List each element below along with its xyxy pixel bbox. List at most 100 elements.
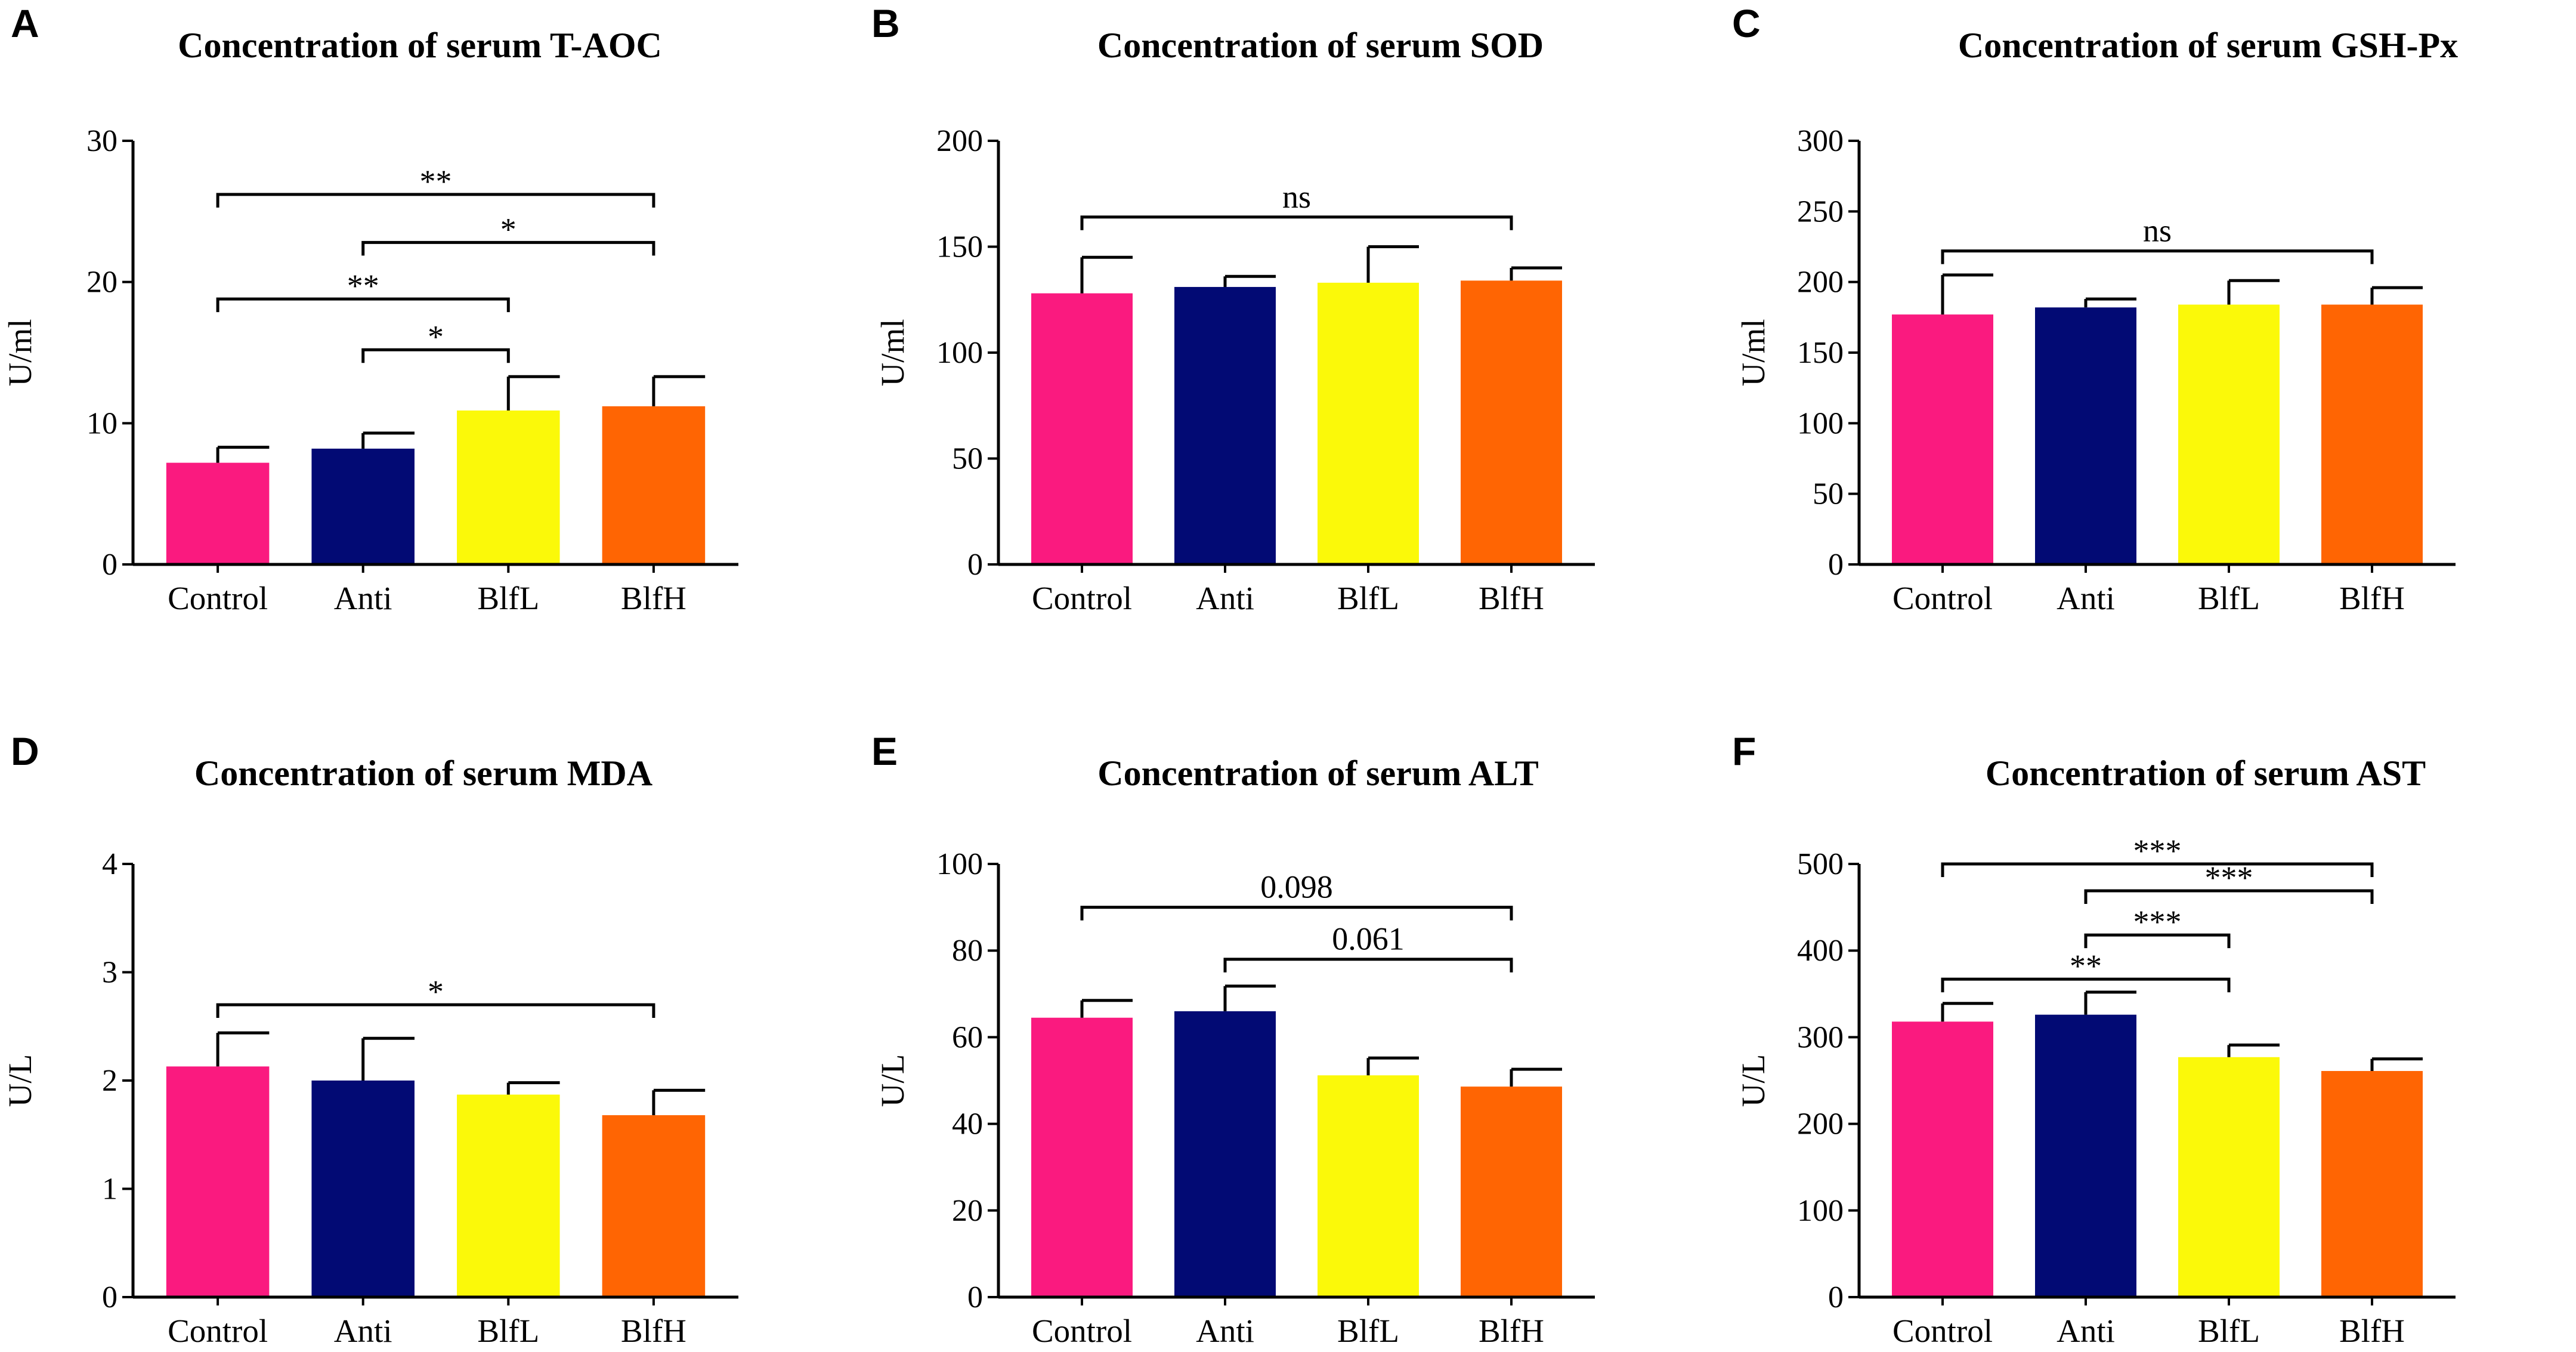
- y-tick-label: 80: [952, 934, 983, 968]
- chart-title: Concentration of serum ALT: [1097, 754, 1538, 793]
- y-tick-label: 150: [936, 230, 983, 264]
- x-tick-label: BlfL: [2198, 1313, 2260, 1349]
- x-tick-label: Control: [168, 1313, 268, 1349]
- bar-control: [1031, 1017, 1133, 1297]
- chart-title: Concentration of serum AST: [1986, 754, 2426, 793]
- x-tick-label: BlfH: [1479, 1313, 1544, 1349]
- significance-label: ns: [1282, 179, 1311, 215]
- panel-letter: D: [11, 729, 39, 773]
- bar-blfl: [1318, 282, 1419, 564]
- x-tick-label: Control: [168, 580, 268, 616]
- chart-title: Concentration of serum GSH-Px: [1958, 26, 2458, 65]
- bar-anti: [2035, 1014, 2136, 1297]
- significance-label: **: [347, 268, 379, 304]
- significance-bracket: [2084, 889, 2374, 905]
- bar-blfh: [602, 406, 706, 564]
- panel-f: F Concentration of serum AST U/L Control Ant…: [1732, 729, 2456, 1349]
- x-tick-label: Control: [1892, 1313, 1993, 1349]
- bar-control: [166, 1066, 270, 1297]
- x-tick-label: BlfL: [477, 580, 539, 616]
- y-tick-label: 4: [102, 847, 117, 881]
- bar-anti: [311, 448, 415, 564]
- significance-label: *: [428, 319, 444, 354]
- y-tick-label: 60: [952, 1020, 983, 1054]
- bar-control: [1031, 293, 1133, 564]
- panel-letter: A: [11, 1, 39, 45]
- panel-letter: E: [871, 729, 898, 773]
- significance-label: 0.061: [1332, 921, 1405, 957]
- y-tick-label: 10: [86, 406, 117, 440]
- x-tick-label: BlfL: [2198, 580, 2260, 616]
- significance-bracket: [361, 240, 655, 256]
- x-tick-label: BlfL: [1337, 580, 1399, 616]
- bar-anti: [1174, 286, 1276, 564]
- y-tick-label: 0: [102, 1280, 117, 1314]
- x-tick-label: BlfL: [1337, 1313, 1399, 1349]
- significance-bracket: [2084, 933, 2231, 949]
- y-tick-label: 250: [1797, 195, 1844, 229]
- x-tick-label: BlfH: [1479, 580, 1544, 616]
- significance-bracket: [216, 1003, 655, 1018]
- significance-label: ***: [2133, 833, 2182, 869]
- panel-letter: B: [871, 1, 900, 45]
- chart-title: Concentration of serum SOD: [1097, 26, 1544, 65]
- y-tick-label: 300: [1797, 124, 1844, 158]
- x-tick-label: Anti: [2057, 1313, 2115, 1349]
- x-tick-label: BlfH: [2339, 1313, 2405, 1349]
- significance-bracket: [216, 297, 510, 313]
- y-tick-label: 300: [1797, 1020, 1844, 1054]
- x-tick-label: Anti: [1196, 1313, 1254, 1349]
- bar-control: [1892, 1021, 1993, 1297]
- panel-letter: C: [1732, 1, 1761, 45]
- bar-blfl: [2178, 1057, 2280, 1297]
- y-axis-label: U/L: [874, 1054, 911, 1107]
- y-tick-label: 40: [952, 1107, 983, 1141]
- y-tick-label: 20: [952, 1194, 983, 1228]
- y-tick-label: 400: [1797, 934, 1844, 968]
- significance-bracket: [216, 193, 655, 208]
- y-tick-label: 3: [102, 956, 117, 990]
- panel-b: B Concentration of serum SOD U/ml Control An…: [871, 1, 1595, 616]
- bar-blfh: [602, 1115, 706, 1297]
- y-axis-label: U/ml: [2, 319, 38, 386]
- y-tick-label: 200: [1797, 266, 1844, 300]
- y-tick-label: 50: [1813, 477, 1844, 511]
- y-tick-label: 0: [1828, 1280, 1844, 1314]
- bar-control: [1892, 314, 1993, 564]
- significance-label: 0.098: [1260, 869, 1333, 905]
- panel-e: E Concentration of serum ALT U/L Control Ant…: [871, 729, 1595, 1349]
- y-axis-label: U/L: [2, 1054, 38, 1107]
- y-tick-label: 100: [936, 847, 983, 881]
- x-tick-label: Anti: [334, 580, 392, 616]
- y-tick-label: 150: [1797, 336, 1844, 370]
- bar-blfh: [2321, 1071, 2423, 1297]
- chart-title: Concentration of serum MDA: [194, 754, 652, 793]
- significance-label: **: [2070, 948, 2102, 984]
- bar-anti: [1174, 1011, 1276, 1297]
- y-axis-label: U/L: [1735, 1054, 1771, 1107]
- panel-d: D Concentration of serum MDA U/L Control Ant…: [2, 729, 738, 1349]
- bar-blfh: [2321, 304, 2423, 564]
- x-tick-label: BlfH: [621, 1313, 686, 1349]
- significance-bracket: [1223, 958, 1513, 973]
- bar-anti: [311, 1081, 415, 1297]
- x-tick-label: BlfL: [477, 1313, 539, 1349]
- significance-bracket: [1080, 215, 1513, 230]
- significance-bracket: [1941, 249, 2374, 264]
- bar-blfh: [1461, 280, 1562, 564]
- bar-control: [166, 462, 270, 564]
- panel-letter: F: [1732, 729, 1756, 773]
- significance-label: *: [500, 211, 517, 247]
- y-tick-label: 100: [1797, 1194, 1844, 1228]
- x-tick-label: BlfH: [2339, 580, 2405, 616]
- significance-bracket: [361, 348, 510, 363]
- chart-title: Concentration of serum T-AOC: [178, 26, 662, 65]
- panel-a: A Concentration of serum T-AOC U/ml Control…: [2, 1, 738, 616]
- significance-label: **: [420, 163, 452, 199]
- bar-blfl: [2178, 304, 2280, 564]
- significance-label: ns: [2143, 213, 2172, 249]
- x-tick-label: Control: [1032, 580, 1132, 616]
- x-tick-label: Anti: [2057, 580, 2115, 616]
- y-tick-label: 0: [1828, 548, 1844, 582]
